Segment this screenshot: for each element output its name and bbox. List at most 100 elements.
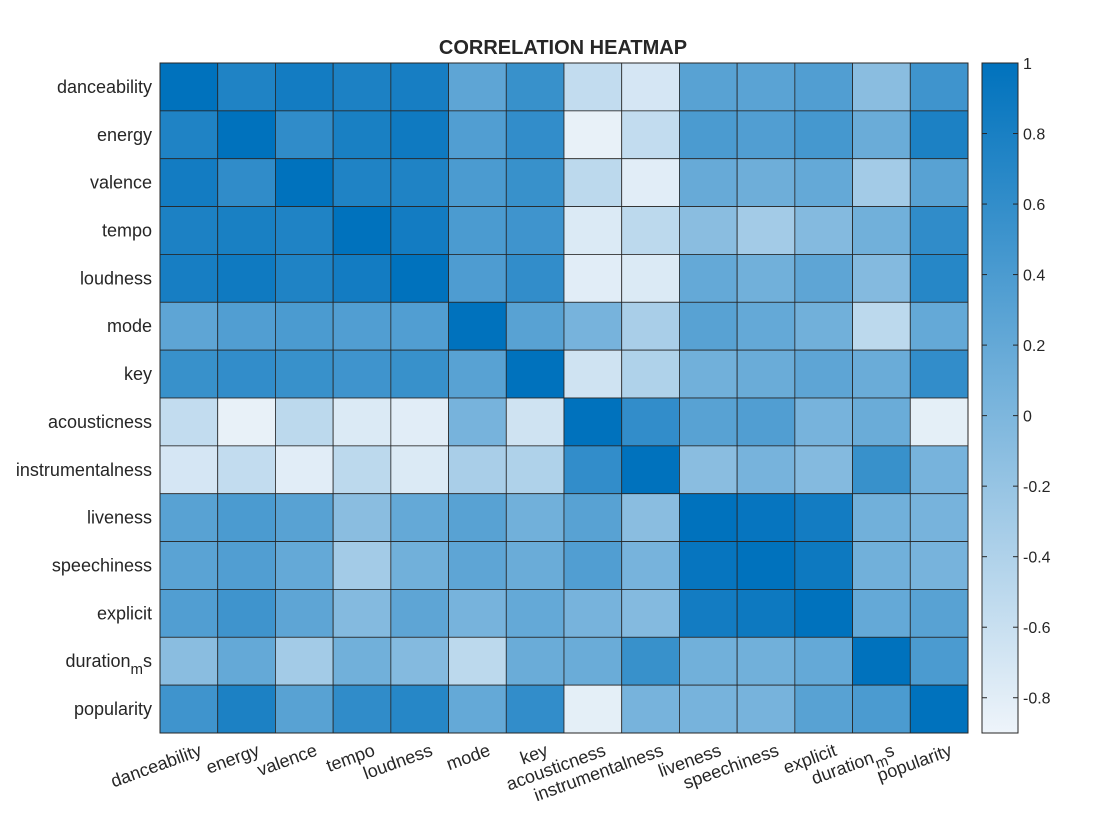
colorbar-tick-label: -0.8 <box>1023 691 1051 708</box>
heatmap-cell <box>275 493 334 542</box>
colorbar-gradient <box>981 62 1019 734</box>
heatmap-cell <box>563 254 623 303</box>
heatmap-cell <box>679 445 738 495</box>
heatmap-cell <box>390 158 449 207</box>
heatmap-cell <box>390 589 449 638</box>
heatmap-cell <box>390 541 449 590</box>
row-label: acousticness <box>48 412 152 432</box>
heatmap-cell <box>679 541 738 590</box>
heatmap-cell <box>621 684 680 734</box>
heatmap-cell <box>448 349 507 399</box>
heatmap-cell <box>621 589 680 638</box>
heatmap-cell <box>275 349 334 399</box>
heatmap-cell <box>332 684 392 734</box>
heatmap-cell <box>390 493 449 542</box>
heatmap-cell <box>621 636 680 686</box>
row-label: valence <box>90 173 152 193</box>
heatmap-cell <box>505 493 565 542</box>
colorbar-tick-label: 0.4 <box>1023 268 1045 285</box>
heatmap-cell <box>794 636 853 686</box>
heatmap-cell <box>679 254 738 303</box>
heatmap-cell <box>621 541 680 590</box>
heatmap-cell <box>159 541 219 590</box>
heatmap-cell <box>505 349 565 399</box>
heatmap-cell <box>217 541 276 590</box>
heatmap-cell <box>736 254 796 303</box>
heatmap-cell <box>679 589 738 638</box>
heatmap-cell <box>563 589 623 638</box>
column-label: mode <box>444 740 493 774</box>
colorbar: 1 0.8 0.6 0.4 0.2 0 -0.2 -0.4 -0.6 -0.8 <box>981 56 1051 734</box>
heatmap-cell <box>217 349 276 399</box>
heatmap-cell <box>159 110 219 160</box>
heatmap-cell <box>217 206 276 255</box>
heatmap-cell <box>909 636 969 686</box>
heatmap-cell <box>909 62 969 112</box>
heatmap-cell <box>563 301 623 351</box>
row-labels: danceability energy valence tempo loudness mo… <box>16 77 152 719</box>
heatmap-cell <box>909 158 969 207</box>
heatmap-cell <box>275 206 334 255</box>
heatmap-cell <box>736 541 796 590</box>
heatmap-cell <box>217 62 276 112</box>
heatmap-cell <box>621 110 680 160</box>
row-label: key <box>124 364 152 384</box>
heatmap-cell <box>448 110 507 160</box>
heatmap-cell <box>390 636 449 686</box>
heatmap-cell <box>159 397 219 447</box>
heatmap-cell <box>794 206 853 255</box>
heatmap-cell <box>621 158 680 207</box>
row-label: mode <box>107 316 152 336</box>
heatmap-cell <box>852 541 911 590</box>
heatmap-cell <box>505 206 565 255</box>
heatmap-cell <box>794 254 853 303</box>
heatmap-cell <box>448 301 507 351</box>
heatmap-cell <box>679 301 738 351</box>
row-label: durationms <box>65 651 152 678</box>
heatmap-cell <box>448 445 507 495</box>
heatmap-cell <box>390 445 449 495</box>
heatmap-cell <box>679 349 738 399</box>
heatmap-cell <box>217 158 276 207</box>
heatmap-cell <box>505 589 565 638</box>
heatmap-cell <box>679 158 738 207</box>
heatmap-cell <box>621 349 680 399</box>
heatmap-cell <box>563 397 623 447</box>
heatmap-cell <box>332 445 392 495</box>
colorbar-tick-label: -0.2 <box>1023 479 1051 496</box>
heatmap-cell <box>217 254 276 303</box>
heatmap-cell <box>390 254 449 303</box>
heatmap-cell <box>852 589 911 638</box>
heatmap-cell <box>736 397 796 447</box>
heatmap-cell <box>505 397 565 447</box>
heatmap-cell <box>332 301 392 351</box>
heatmap-cell <box>794 301 853 351</box>
heatmap-cell <box>332 254 392 303</box>
heatmap-cell <box>275 62 334 112</box>
heatmap-cell <box>275 541 334 590</box>
heatmap-cell <box>275 684 334 734</box>
heatmap-cell <box>217 493 276 542</box>
heatmap-cell <box>794 62 853 112</box>
heatmap-cell <box>736 684 796 734</box>
heatmap-cell <box>217 589 276 638</box>
heatmap-cell <box>621 301 680 351</box>
heatmap-cell <box>448 158 507 207</box>
heatmap-cell <box>736 589 796 638</box>
heatmap-cell <box>794 589 853 638</box>
heatmap-cell <box>332 110 392 160</box>
heatmap-cell <box>159 206 219 255</box>
heatmap-cell <box>505 62 565 112</box>
heatmap-cell <box>563 684 623 734</box>
heatmap-cell <box>563 206 623 255</box>
heatmap-cell <box>679 684 738 734</box>
heatmap-cell <box>563 158 623 207</box>
heatmap-cell <box>852 493 911 542</box>
heatmap-cell <box>852 62 911 112</box>
heatmap-cell <box>909 541 969 590</box>
heatmap-cell <box>390 206 449 255</box>
heatmap-cell <box>909 589 969 638</box>
heatmap-cell <box>736 62 796 112</box>
heatmap-cell <box>679 493 738 542</box>
